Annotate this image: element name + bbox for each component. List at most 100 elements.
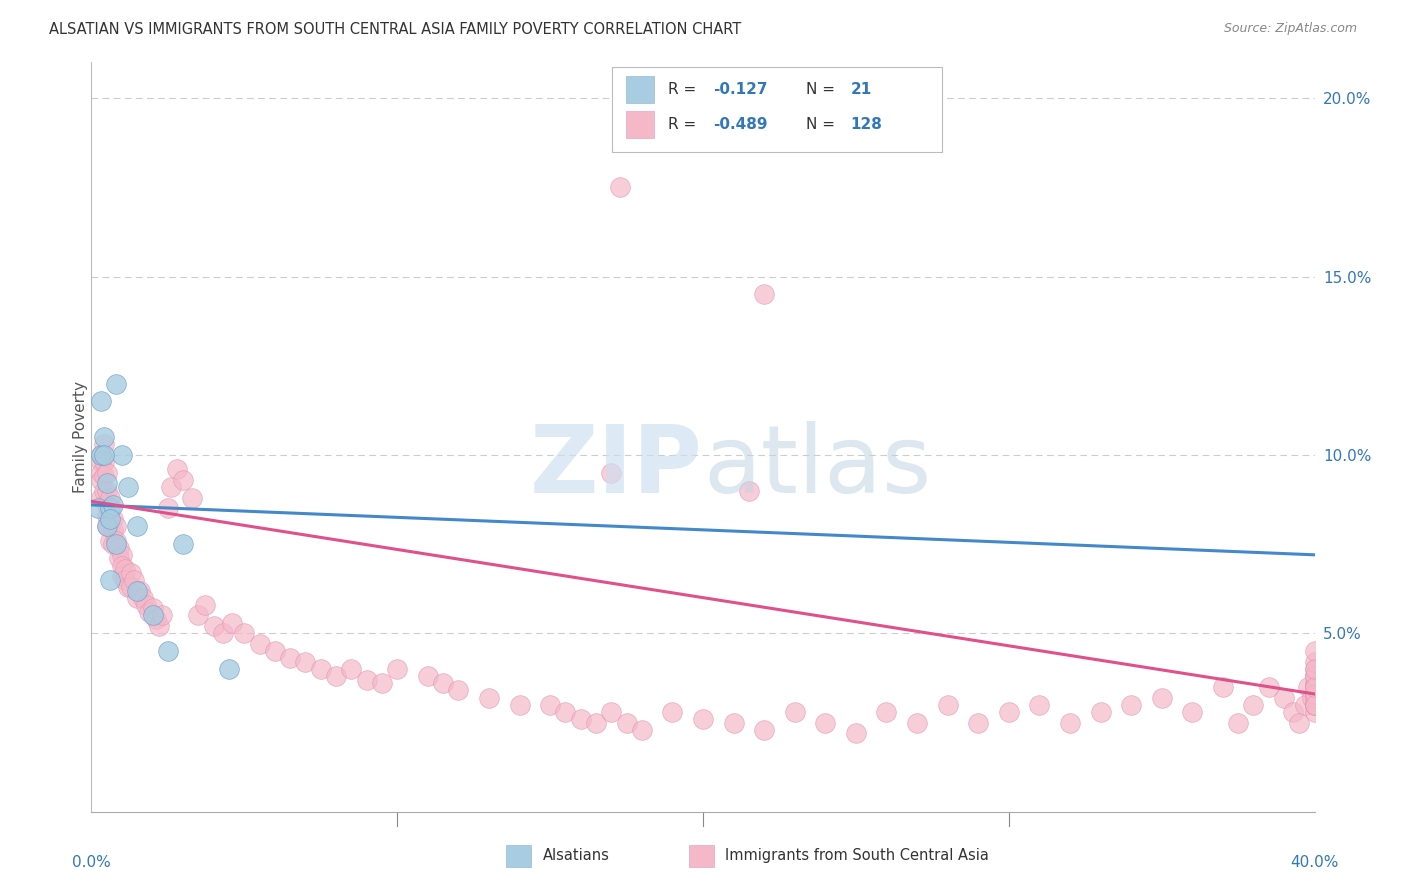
Point [166, 462, 188, 476]
Point [96, 498, 118, 512]
Point [104, 537, 127, 551]
Point [156, 501, 179, 516]
Text: N =: N = [806, 82, 839, 96]
Point [1298, 680, 1320, 694]
Point [416, 669, 439, 683]
Point [249, 637, 271, 651]
Point [1121, 698, 1143, 712]
Point [96, 519, 118, 533]
Point [585, 715, 607, 730]
Point [385, 662, 409, 676]
Point [141, 601, 163, 615]
Point [172, 537, 194, 551]
Point [600, 705, 623, 719]
Text: 21: 21 [851, 82, 872, 96]
Text: N =: N = [806, 118, 839, 132]
Point [138, 605, 160, 619]
Point [187, 608, 209, 623]
Point [120, 566, 142, 580]
Point [538, 698, 561, 712]
Point [1303, 676, 1326, 690]
Point [93, 469, 115, 483]
Point [90, 394, 112, 409]
Point [156, 644, 179, 658]
Point [609, 180, 631, 194]
Point [600, 466, 623, 480]
Point [1150, 690, 1173, 705]
Point [90, 491, 112, 505]
Point [967, 715, 990, 730]
Point [1303, 669, 1326, 683]
Point [93, 448, 115, 462]
Point [294, 655, 316, 669]
Point [108, 551, 131, 566]
Point [150, 608, 173, 623]
Point [104, 533, 127, 548]
Point [1303, 680, 1326, 694]
Point [148, 619, 170, 633]
Text: -0.127: -0.127 [713, 82, 768, 96]
Point [98, 505, 121, 519]
Point [723, 715, 745, 730]
Point [1212, 680, 1234, 694]
Point [98, 512, 121, 526]
Point [754, 723, 776, 737]
Point [160, 480, 183, 494]
Text: R =: R = [668, 82, 702, 96]
Point [101, 512, 124, 526]
Point [1303, 662, 1326, 676]
Point [845, 726, 868, 740]
Point [90, 466, 112, 480]
Point [122, 573, 145, 587]
Point [212, 626, 235, 640]
Point [101, 498, 124, 512]
Point [998, 705, 1021, 719]
Point [96, 508, 118, 523]
Point [233, 626, 256, 640]
Point [814, 715, 837, 730]
Point [221, 615, 243, 630]
Point [1303, 669, 1326, 683]
Point [90, 448, 112, 462]
Point [1303, 687, 1326, 701]
Point [172, 473, 194, 487]
Point [90, 448, 112, 462]
Point [1288, 715, 1310, 730]
Point [1257, 680, 1279, 694]
Point [101, 537, 124, 551]
Point [98, 519, 121, 533]
Point [93, 437, 115, 451]
Point [96, 483, 118, 498]
Text: Alsatians: Alsatians [543, 848, 610, 863]
Point [738, 483, 761, 498]
Point [1303, 680, 1326, 694]
Point [1303, 698, 1326, 712]
Point [1227, 715, 1250, 730]
Point [135, 598, 157, 612]
Point [117, 480, 139, 494]
Point [1303, 662, 1326, 676]
Point [117, 580, 139, 594]
Point [86, 501, 108, 516]
Point [631, 723, 654, 737]
Point [1303, 669, 1326, 683]
Point [1303, 690, 1326, 705]
Text: -0.489: -0.489 [713, 118, 768, 132]
Point [129, 583, 152, 598]
Point [96, 466, 118, 480]
Text: 0.0%: 0.0% [72, 855, 111, 870]
Point [1303, 698, 1326, 712]
Point [692, 712, 714, 726]
Point [1028, 698, 1050, 712]
Point [1303, 698, 1326, 712]
Point [132, 591, 155, 605]
Point [875, 705, 898, 719]
Point [111, 548, 134, 562]
Point [98, 501, 121, 516]
Point [1303, 644, 1326, 658]
Text: R =: R = [668, 118, 702, 132]
Point [278, 651, 301, 665]
Point [1059, 715, 1081, 730]
Point [93, 430, 115, 444]
Point [181, 491, 204, 505]
